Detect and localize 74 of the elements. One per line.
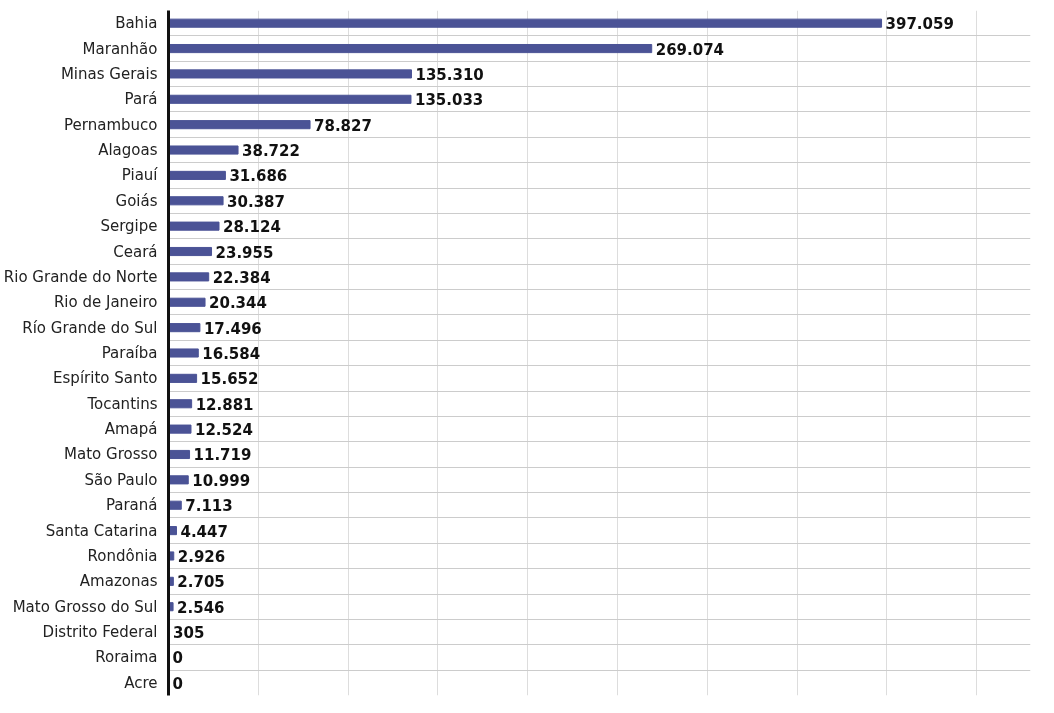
bar [168, 500, 182, 510]
y-tick-label: Piauí [121, 166, 159, 185]
data-label: 17.496 [203, 319, 262, 338]
bar [168, 221, 220, 231]
data-label: 38.722 [242, 142, 300, 161]
data-label: 28.124 [223, 218, 281, 237]
data-label: 135.310 [415, 65, 484, 84]
y-tick-label: Rio de Janeiro [53, 293, 158, 312]
bar [168, 145, 239, 155]
y-tick-label: Rio Grande do Norte [3, 267, 158, 286]
data-label: 135.033 [415, 91, 484, 110]
y-tick-label: Santa Catarina [45, 521, 158, 540]
y-tick-label: Pernambuco [64, 115, 158, 134]
y-tick-label: Tocantins [86, 394, 158, 413]
bar [168, 373, 198, 383]
data-label: 30.387 [227, 192, 285, 211]
y-tick-label: Espírito Santo [53, 369, 158, 388]
y-tick-label: Alagoas [98, 141, 158, 160]
data-label: 2.546 [177, 598, 225, 617]
y-tick-label: Acre [124, 673, 158, 692]
bar [168, 449, 191, 460]
data-label: 16.584 [202, 345, 261, 363]
y-tick-label: Mato Grosso do Sul [12, 597, 158, 616]
data-label: 20.344 [209, 294, 267, 313]
data-label: 31.686 [229, 167, 288, 186]
data-label: 2.705 [177, 573, 225, 592]
bar [168, 424, 192, 434]
data-label: 4.447 [180, 522, 228, 541]
y-tick-label: Rondônia [87, 546, 158, 565]
data-label: 12.524 [194, 421, 253, 440]
y-tick-label: Mato Grosso [64, 445, 158, 464]
bar [168, 120, 311, 130]
data-label: 12.881 [195, 395, 254, 414]
data-label: 78.827 [314, 116, 372, 135]
bar [168, 94, 412, 104]
bar [168, 44, 653, 54]
bar [168, 348, 199, 358]
data-label: 11.719 [193, 446, 252, 465]
data-label: 22.384 [212, 268, 271, 287]
y-tick-label: São Paulo [84, 470, 158, 489]
data-label: 0 [172, 649, 183, 668]
data-label: 23.955 [215, 243, 274, 262]
y-tick-label: Roraima [95, 648, 158, 667]
y-tick-label: Río Grande do Sul [22, 318, 158, 337]
y-tick-label: Ceará [113, 242, 158, 261]
bar [168, 170, 226, 180]
data-label: 0 [172, 674, 183, 693]
bar [168, 475, 189, 485]
y-tick-label: Amazonas [79, 572, 158, 591]
data-label: 305 [173, 624, 205, 643]
bar [168, 323, 201, 333]
data-label: 15.652 [200, 370, 259, 389]
data-label: 7.113 [185, 497, 233, 516]
y-tick-label: Minas Gerais [60, 64, 158, 83]
y-tick-label: Paraíba [101, 344, 158, 362]
y-tick-label: Sergipe [100, 217, 158, 236]
bar [168, 399, 193, 409]
bar [168, 246, 213, 257]
data-label: 2.926 [177, 547, 226, 566]
y-tick-label: Distrito Federal [42, 623, 158, 642]
y-tick-label: Goiás [115, 191, 158, 210]
bar [168, 297, 206, 307]
y-tick-label: Pará [124, 90, 158, 109]
bar [168, 69, 412, 79]
y-tick-label: Bahia [115, 14, 158, 33]
y-tick-label: Maranhão [82, 39, 158, 58]
bar [168, 272, 210, 282]
data-label: 10.999 [192, 471, 251, 490]
y-tick-label: Paraná [105, 496, 158, 515]
y-tick-label: Amapá [104, 420, 158, 439]
data-label: 397.059 [885, 15, 954, 34]
bar [168, 18, 883, 28]
data-label: 269.074 [655, 40, 725, 59]
bar [168, 196, 224, 206]
